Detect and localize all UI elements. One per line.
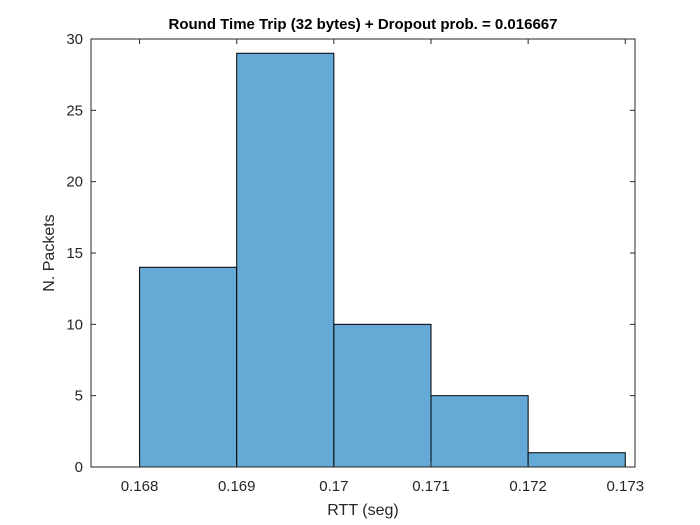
- y-tick-label: 5: [75, 388, 83, 405]
- axes-box: [90, 38, 636, 468]
- x-tick-label: 0.171: [412, 478, 450, 495]
- y-tick-label: 25: [66, 102, 83, 119]
- histogram-bar: [139, 266, 238, 468]
- y-tick-label: 10: [66, 316, 83, 333]
- y-axis-ticks: 0 5 10 15 20 25 30: [66, 31, 635, 476]
- y-tick-label: 15: [66, 245, 83, 262]
- x-tick-label: 0.173: [607, 478, 645, 495]
- x-tick-label: 0.169: [218, 478, 256, 495]
- x-tick-label: 0.17: [319, 478, 348, 495]
- bars-group: [139, 52, 626, 468]
- y-tick-label: 0: [75, 459, 83, 476]
- x-axis-ticks: 0.168 0.169 0.17 0.171 0.172 0.173: [121, 39, 644, 495]
- y-tick-label: 30: [66, 31, 83, 48]
- histogram-bar: [333, 323, 432, 468]
- x-tick-label: 0.168: [121, 478, 159, 495]
- histogram-bar: [527, 452, 626, 468]
- histogram-bar: [236, 52, 335, 468]
- y-axis-label: N. Packets: [41, 214, 58, 291]
- histogram-bar: [430, 395, 529, 468]
- chart-title: Round Time Trip (32 bytes) + Dropout pro…: [169, 16, 558, 33]
- x-tick-label: 0.172: [509, 478, 547, 495]
- y-tick-label: 20: [66, 174, 83, 191]
- x-axis-label: RTT (seg): [327, 502, 398, 519]
